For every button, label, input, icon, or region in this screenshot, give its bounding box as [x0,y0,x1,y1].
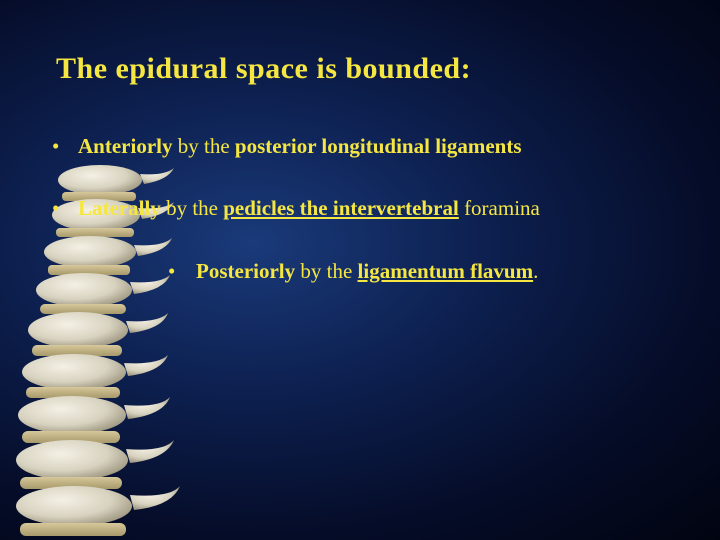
sub-bullet-list: Posteriorly by the ligamentum flavum. [78,257,700,285]
bullet-mid: by the [172,134,234,158]
sub-bullet-tail-underlined: ligamentum flavum [358,259,534,283]
bullet-mid: by the [161,196,223,220]
bullet-item: Laterally by the pedicles the interverte… [34,194,700,285]
bullet-list: Anteriorly by the posterior longitudinal… [34,132,700,319]
bullet-tail-underlined: pedicles the intervertebral [223,196,459,220]
bullet-tail: posterior longitudinal ligaments [235,134,522,158]
bullet-item: Anteriorly by the posterior longitudinal… [34,132,700,160]
bullet-lead: Anteriorly [78,134,172,158]
bullet-tail-plain: foramina [459,196,540,220]
sub-bullet-mid: by the [295,259,357,283]
slide-title: The epidural space is bounded: [56,52,471,86]
sub-bullet-period: . [533,259,538,283]
sub-bullet-lead: Posteriorly [196,259,295,283]
bullet-lead: Laterally [78,196,161,220]
slide: The epidural space is bounded: Anteriorl… [0,0,720,540]
sub-bullet-item: Posteriorly by the ligamentum flavum. [78,257,700,285]
